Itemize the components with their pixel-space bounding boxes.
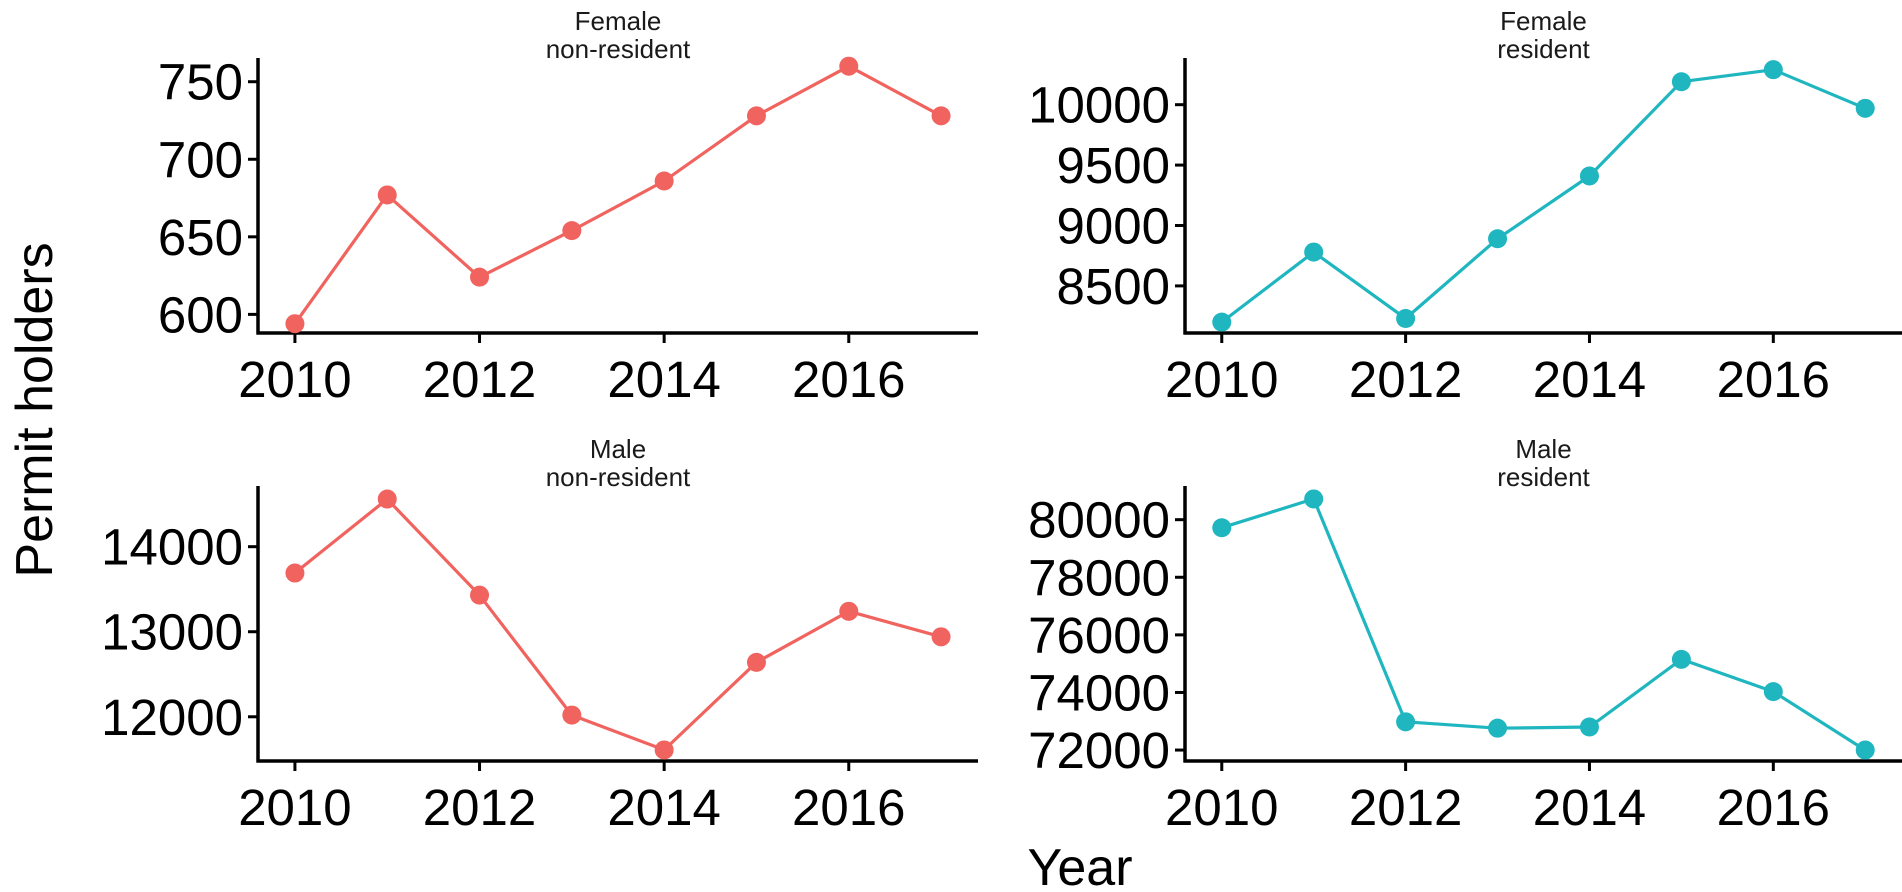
y-tick-label: 14000: [101, 519, 243, 576]
y-tick-label: 78000: [1028, 549, 1170, 606]
y-tick-label: 10000: [1028, 77, 1170, 134]
data-point: [470, 267, 490, 287]
y-tick-label: 9000: [1057, 197, 1170, 254]
x-tick-label: 2014: [1533, 351, 1646, 408]
data-point: [562, 705, 582, 725]
data-point: [1396, 309, 1416, 329]
y-tick-label: 700: [158, 131, 243, 188]
data-point: [839, 56, 859, 76]
panel-title-line: non-resident: [546, 34, 691, 64]
y-tick-label: 13000: [101, 604, 243, 661]
x-tick-label: 2014: [607, 779, 720, 836]
data-point: [746, 106, 766, 126]
data-point: [654, 171, 674, 191]
data-point: [746, 652, 766, 672]
data-point: [1855, 98, 1875, 118]
y-tick-label: 76000: [1028, 607, 1170, 664]
panel-title-line: Male: [590, 434, 646, 464]
y-tick-label: 750: [158, 54, 243, 111]
data-point: [1212, 518, 1232, 538]
data-point: [470, 585, 490, 605]
x-tick-label: 2016: [1717, 351, 1830, 408]
series-line-male-non-resident: [293, 497, 942, 752]
data-point: [285, 563, 305, 583]
panel-title-line: Female: [575, 6, 662, 36]
data-point: [1579, 166, 1599, 186]
y-tick-label: 12000: [101, 689, 243, 746]
series-line-male-resident: [1221, 497, 1867, 752]
y-tick-label: 72000: [1028, 722, 1170, 779]
y-tick-label: 8500: [1057, 258, 1170, 315]
data-point: [654, 740, 674, 760]
panel-title-line: Male: [1515, 434, 1571, 464]
data-point: [1304, 489, 1324, 509]
series-line-female-resident: [1220, 68, 1866, 324]
data-point: [1488, 718, 1508, 738]
data-point: [1396, 712, 1416, 732]
x-tick-label: 2012: [1349, 351, 1462, 408]
data-point: [1671, 649, 1691, 669]
x-tick-label: 2012: [423, 779, 536, 836]
y-tick-label: 9500: [1057, 137, 1170, 194]
series-line-female-non-resident: [293, 64, 942, 325]
panel-title-line: non-resident: [546, 462, 691, 492]
data-point: [931, 627, 951, 647]
y-tick-label: 74000: [1028, 664, 1170, 721]
data-point: [1212, 312, 1232, 332]
data-point: [1488, 229, 1508, 249]
data-point: [1763, 60, 1783, 80]
data-point: [377, 489, 397, 509]
data-point: [377, 185, 397, 205]
y-tick-label: 600: [158, 286, 243, 343]
data-point: [1671, 72, 1691, 92]
x-tick-label: 2016: [792, 779, 905, 836]
data-point: [1579, 717, 1599, 737]
x-axis-title: Year: [1027, 839, 1132, 892]
x-tick-label: 2012: [1349, 779, 1462, 836]
data-point: [1304, 242, 1324, 262]
x-tick-label: 2010: [1165, 351, 1278, 408]
x-tick-label: 2016: [1717, 779, 1830, 836]
x-tick-label: 2012: [423, 351, 536, 408]
x-tick-label: 2010: [238, 779, 351, 836]
y-tick-label: 80000: [1028, 492, 1170, 549]
panel-title-line: resident: [1497, 462, 1590, 492]
x-tick-label: 2014: [1533, 779, 1646, 836]
x-tick-label: 2010: [1165, 779, 1278, 836]
data-point: [931, 106, 951, 126]
data-point: [1855, 740, 1875, 760]
x-tick-label: 2016: [792, 351, 905, 408]
data-point: [562, 221, 582, 241]
data-point: [839, 601, 859, 621]
y-tick-label: 650: [158, 209, 243, 266]
y-axis-title: Permit holders: [6, 242, 64, 577]
data-point: [1763, 682, 1783, 702]
x-tick-label: 2010: [238, 351, 351, 408]
panel-title-line: Female: [1500, 6, 1587, 36]
x-tick-label: 2014: [607, 351, 720, 408]
panel-title-line: resident: [1497, 34, 1590, 64]
data-point: [285, 314, 305, 334]
